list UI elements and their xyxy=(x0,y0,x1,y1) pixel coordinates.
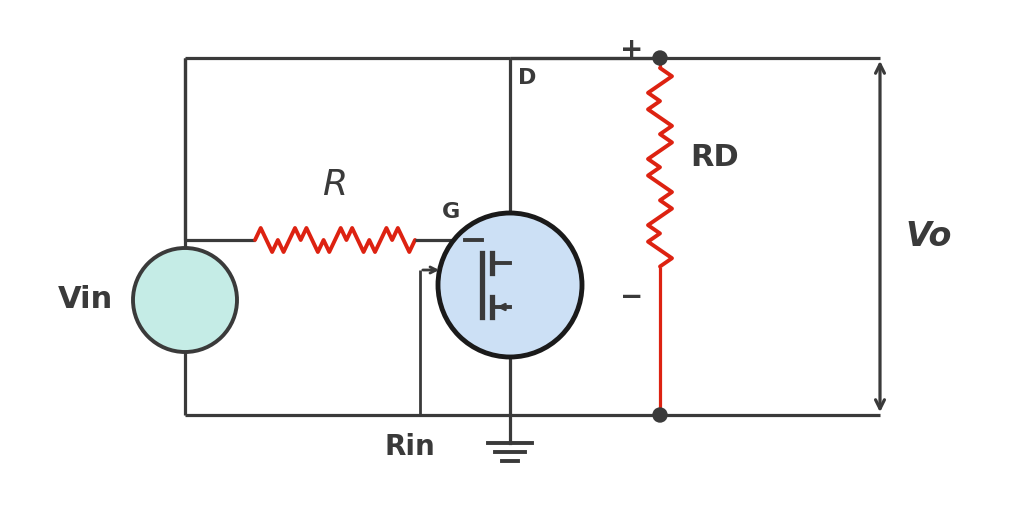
Text: +: + xyxy=(177,275,193,293)
Circle shape xyxy=(133,248,237,352)
Text: D: D xyxy=(518,68,537,88)
Text: Rin: Rin xyxy=(385,433,435,461)
Circle shape xyxy=(653,51,667,65)
Text: +: + xyxy=(621,36,644,64)
Text: −: − xyxy=(177,304,194,323)
Text: Vin: Vin xyxy=(57,286,113,314)
Text: Vo: Vo xyxy=(905,220,951,253)
Text: R: R xyxy=(323,168,347,202)
Circle shape xyxy=(438,213,582,357)
Text: S: S xyxy=(518,323,534,343)
Circle shape xyxy=(653,408,667,422)
Text: −: − xyxy=(621,282,644,311)
Text: G: G xyxy=(441,202,460,222)
Text: RD: RD xyxy=(690,143,738,172)
